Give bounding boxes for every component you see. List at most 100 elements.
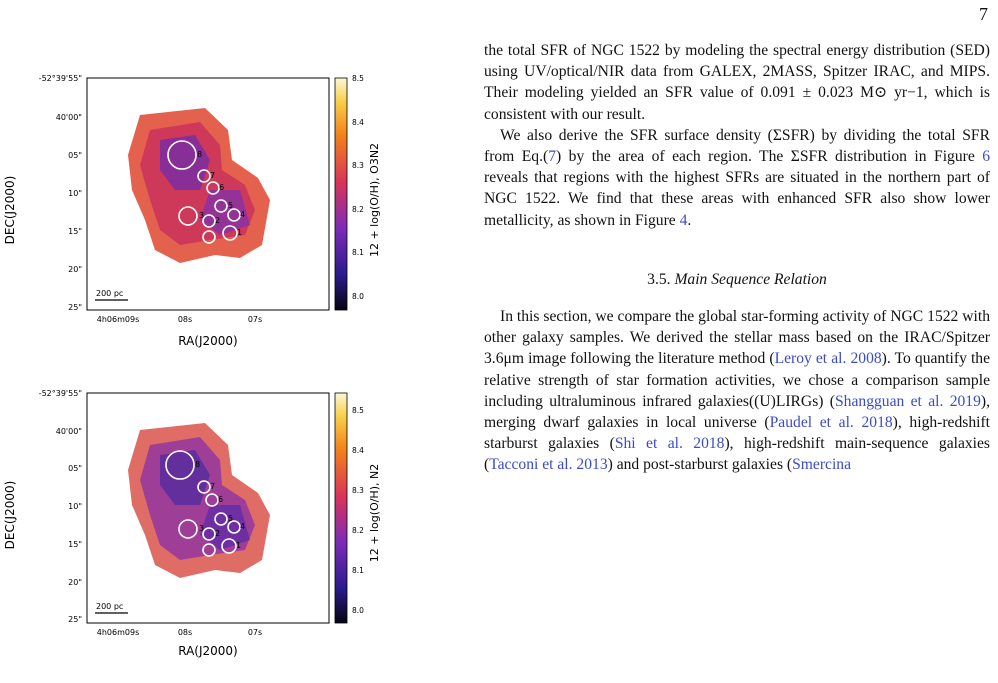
citation-link[interactable]: Tacconi et al. 2013 — [489, 456, 608, 474]
ra-tick: 08s — [178, 628, 192, 637]
region-label: 2 — [215, 216, 220, 225]
region-circle — [178, 519, 198, 539]
region-label: 7 — [210, 171, 215, 180]
text-span: We also derive the SFR surface density (… — [484, 126, 990, 166]
text-span: ), merging dwarf galaxies in local unive… — [484, 392, 990, 432]
colorbar-tick: 8.4 — [352, 446, 364, 455]
region-circle — [214, 199, 228, 213]
colorbar-tick: 8.1 — [352, 248, 364, 257]
region-label: 2 — [215, 529, 220, 538]
scale-bar-label: 200 pc — [96, 289, 123, 298]
citation-link[interactable]: Leroy et al. 2008 — [774, 350, 882, 368]
citation-link[interactable]: Shangguan et al. 2019 — [835, 392, 981, 410]
colorbar-label: 12 + log(O/H), N2 — [368, 464, 381, 562]
colorbar-tick: 8.4 — [352, 118, 364, 127]
scale-bar-label: 200 pc — [96, 602, 123, 611]
dec-tick: 40'00" — [56, 427, 82, 436]
section-heading: 3.5. Main Sequence Relation — [484, 269, 990, 290]
region-circle — [197, 480, 211, 494]
figure-link[interactable]: 6 — [982, 148, 990, 166]
region-label: 3 — [199, 211, 204, 220]
region-circle — [165, 450, 195, 480]
region-circle — [202, 527, 216, 541]
dec-tick: 20" — [68, 578, 82, 587]
section-number: 3.5. — [647, 270, 671, 288]
citation-link[interactable]: Smercina — [792, 456, 851, 474]
colorbar-tick: 8.5 — [352, 406, 364, 415]
region-label: 5 — [228, 514, 233, 523]
dec-tick: 20" — [68, 265, 82, 274]
region-label: 8 — [195, 460, 200, 469]
region-circle — [206, 181, 220, 195]
text-span: reveals that regions with the highest SF… — [484, 169, 990, 229]
section-title: Main Sequence Relation — [674, 270, 827, 288]
figure-link[interactable]: 4 — [679, 211, 688, 229]
colorbar — [334, 77, 348, 311]
ra-tick: 07s — [248, 315, 262, 324]
dec-tick: -52°39'55" — [39, 389, 82, 398]
region-circle — [227, 520, 241, 534]
dec-tick: -52°39'55" — [39, 74, 82, 83]
region-circle — [205, 493, 219, 507]
text-span: ) and post-starburst galaxies ( — [607, 456, 793, 474]
colorbar-label: 12 + log(O/H), O3N2 — [368, 143, 381, 257]
paragraph: the total SFR of NGC 1522 by modeling th… — [484, 42, 990, 123]
colorbar-tick: 8.3 — [352, 486, 364, 495]
colorbar-tick: 8.5 — [352, 74, 364, 83]
ra-tick: 08s — [178, 315, 192, 324]
ra-tick: 07s — [248, 628, 262, 637]
text-span: ), high-redshift starburst galaxies ( — [484, 414, 990, 453]
citation-link[interactable]: Paudel et al. 2018 — [769, 414, 893, 432]
ra-tick: 4h06m09s — [97, 315, 139, 324]
colorbar-tick: 8.0 — [352, 292, 364, 301]
text-span: ), high-redshift main-sequence galaxies … — [484, 435, 990, 474]
dec-tick: 15" — [68, 540, 82, 549]
colorbar-tick: 8.1 — [352, 566, 364, 575]
paragraph: In this section, we compare the global s… — [484, 306, 990, 476]
region-label: 8 — [197, 150, 202, 159]
y-axis-label: DEC(J2000) — [3, 481, 17, 550]
region-circle — [197, 169, 211, 183]
region-circle — [227, 208, 241, 222]
colorbar-tick: 8.2 — [352, 526, 364, 535]
dec-tick: 40'00" — [56, 113, 82, 122]
citation-link[interactable]: Shi et al. 2018 — [614, 435, 725, 453]
metallicity-map-n2: 8 7 6 5 4 3 2 1 200 pc -52°39'55" 40'00"… — [0, 385, 420, 675]
region-circle — [214, 512, 228, 526]
metallicity-map-o3n2: 8 7 6 5 4 3 2 1 200 pc -52°39'55" 40'00"… — [0, 60, 420, 360]
region-label: 3 — [199, 524, 204, 533]
text-span: ). To quantify the relative strength of … — [484, 350, 991, 410]
region-label: 7 — [210, 482, 215, 491]
region-label: 4 — [240, 522, 245, 531]
dec-tick: 05" — [68, 464, 82, 473]
paragraph: We also derive the SFR surface density (… — [484, 125, 990, 231]
equation-link[interactable]: 7 — [548, 148, 556, 166]
region-label: 5 — [228, 201, 233, 210]
region-circle — [167, 140, 197, 170]
colorbar-tick: 8.2 — [352, 205, 364, 214]
colorbar — [334, 392, 348, 624]
dec-tick: 15" — [68, 227, 82, 236]
text-span: . — [687, 211, 692, 229]
text-span: In this section, we compare the global s… — [484, 308, 990, 368]
region-circle — [202, 214, 216, 228]
dec-tick: 25" — [68, 303, 82, 312]
text-span: ) by the area of each region. The ΣSFR d… — [556, 148, 983, 166]
dec-tick: 05" — [68, 151, 82, 160]
region-circle — [222, 225, 238, 241]
dec-tick: 10" — [68, 502, 82, 511]
region-label: 6 — [218, 495, 223, 504]
y-axis-label: DEC(J2000) — [3, 176, 17, 245]
body-text-column: the total SFR of NGC 1522 by modeling th… — [484, 40, 990, 476]
colorbar-tick: 8.0 — [352, 606, 364, 615]
page-number: 7 — [979, 4, 988, 24]
region-label: 6 — [219, 183, 224, 192]
region-circle — [221, 538, 237, 554]
x-axis-label: RA(J2000) — [178, 334, 238, 348]
dec-tick: 10" — [68, 189, 82, 198]
region-label: 1 — [236, 541, 241, 550]
region-label: 4 — [240, 210, 245, 219]
region-circle — [202, 543, 216, 557]
region-circle — [178, 206, 198, 226]
x-axis-label: RA(J2000) — [178, 644, 238, 658]
